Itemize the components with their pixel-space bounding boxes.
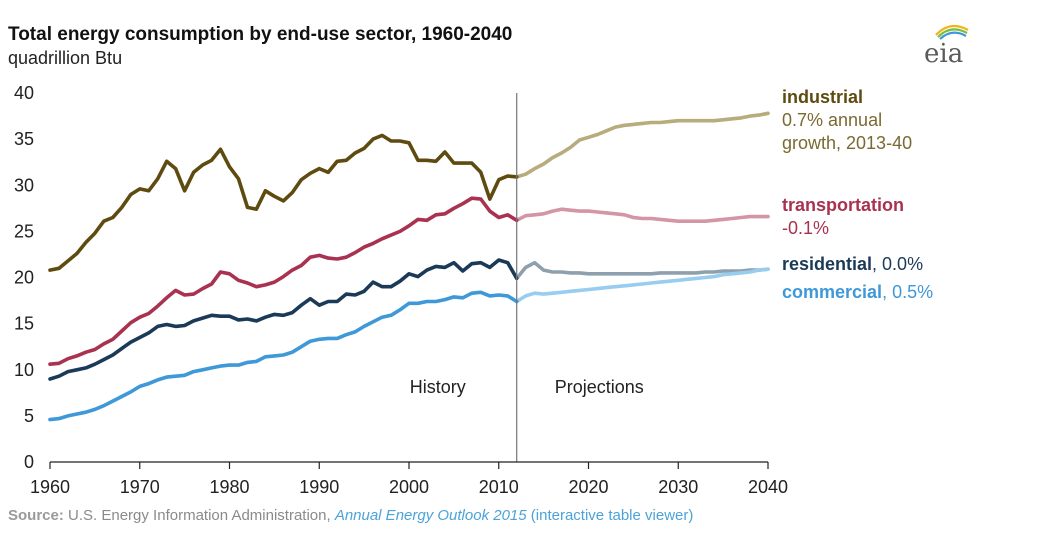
legend-industrial-line2: growth, 2013-40 (782, 133, 913, 153)
legend-residential: residential, 0.0% (782, 253, 923, 276)
legend-transportation-note: -0.1% (782, 218, 830, 238)
x-tick-label: 2000 (389, 477, 429, 497)
legend-commercial-name: commercial (782, 282, 883, 302)
y-tick-label: 10 (14, 360, 34, 380)
legend-commercial: commercial, 0.5% (782, 281, 933, 304)
industrial-projection-line (514, 111, 770, 179)
source-org: U.S. Energy Information Administration, (63, 507, 335, 524)
industrial-history-line (48, 133, 519, 272)
eia-logo: eia (924, 24, 969, 68)
x-tick-label: 1960 (30, 477, 70, 497)
y-tick-label: 40 (14, 83, 34, 103)
y-tick-label: 25 (14, 221, 34, 241)
legend-industrial-line1: 0.7% annual (782, 110, 883, 130)
x-tick-label: 2010 (479, 477, 519, 497)
x-axis-ticks (49, 462, 769, 469)
series-layer (48, 111, 770, 422)
legend-transportation: transportation -0.1% (782, 194, 904, 240)
source-note: Source: U.S. Energy Information Administ… (8, 507, 693, 524)
residential-history-line (48, 258, 519, 381)
legend-industrial-name: industrial (782, 87, 864, 107)
y-tick-label: 35 (14, 129, 34, 149)
transportation-history-line (48, 196, 519, 367)
source-publication-link[interactable]: Annual Energy Outlook 2015 (334, 507, 527, 524)
x-tick-label: 2020 (568, 477, 608, 497)
source-viewer-link[interactable]: (interactive table viewer) (526, 507, 694, 524)
y-tick-label: 15 (14, 314, 34, 334)
y-tick-label: 0 (24, 452, 34, 472)
y-tick-label: 5 (24, 406, 34, 426)
y-tick-label: 20 (14, 268, 34, 288)
x-tick-label: 1990 (299, 477, 339, 497)
history-label: History (410, 377, 466, 397)
y-tick-label: 30 (14, 175, 34, 195)
transportation-projection-line (514, 207, 770, 223)
commercial-projection-line (514, 267, 770, 304)
source-label: Source: (8, 507, 64, 524)
x-tick-label: 1980 (209, 477, 249, 497)
logo-text: eia (924, 39, 963, 68)
legend-industrial: industrial 0.7% annual growth, 2013-40 (782, 86, 912, 155)
x-tick-label: 1970 (120, 477, 160, 497)
x-tick-label: 2040 (748, 477, 788, 497)
legend-residential-note: , 0.0% (872, 254, 924, 274)
residential-projection-line (514, 260, 770, 281)
legend-transportation-name: transportation (782, 195, 905, 215)
x-axis-labels: 1960 1970 1980 1990 2000 2010 2020 2030 2040 (30, 477, 788, 497)
chart-subtitle: quadrillion Btu (8, 48, 123, 68)
legend-commercial-note: , 0.5% (882, 282, 934, 302)
projections-label: Projections (555, 377, 644, 397)
commercial-history-line (48, 290, 519, 422)
y-axis-labels: 0 5 10 15 20 25 30 35 40 (14, 83, 34, 472)
legend-residential-name: residential (782, 254, 873, 274)
x-tick-label: 2030 (658, 477, 698, 497)
chart-title: Total energy consumption by end-use sect… (8, 24, 513, 45)
